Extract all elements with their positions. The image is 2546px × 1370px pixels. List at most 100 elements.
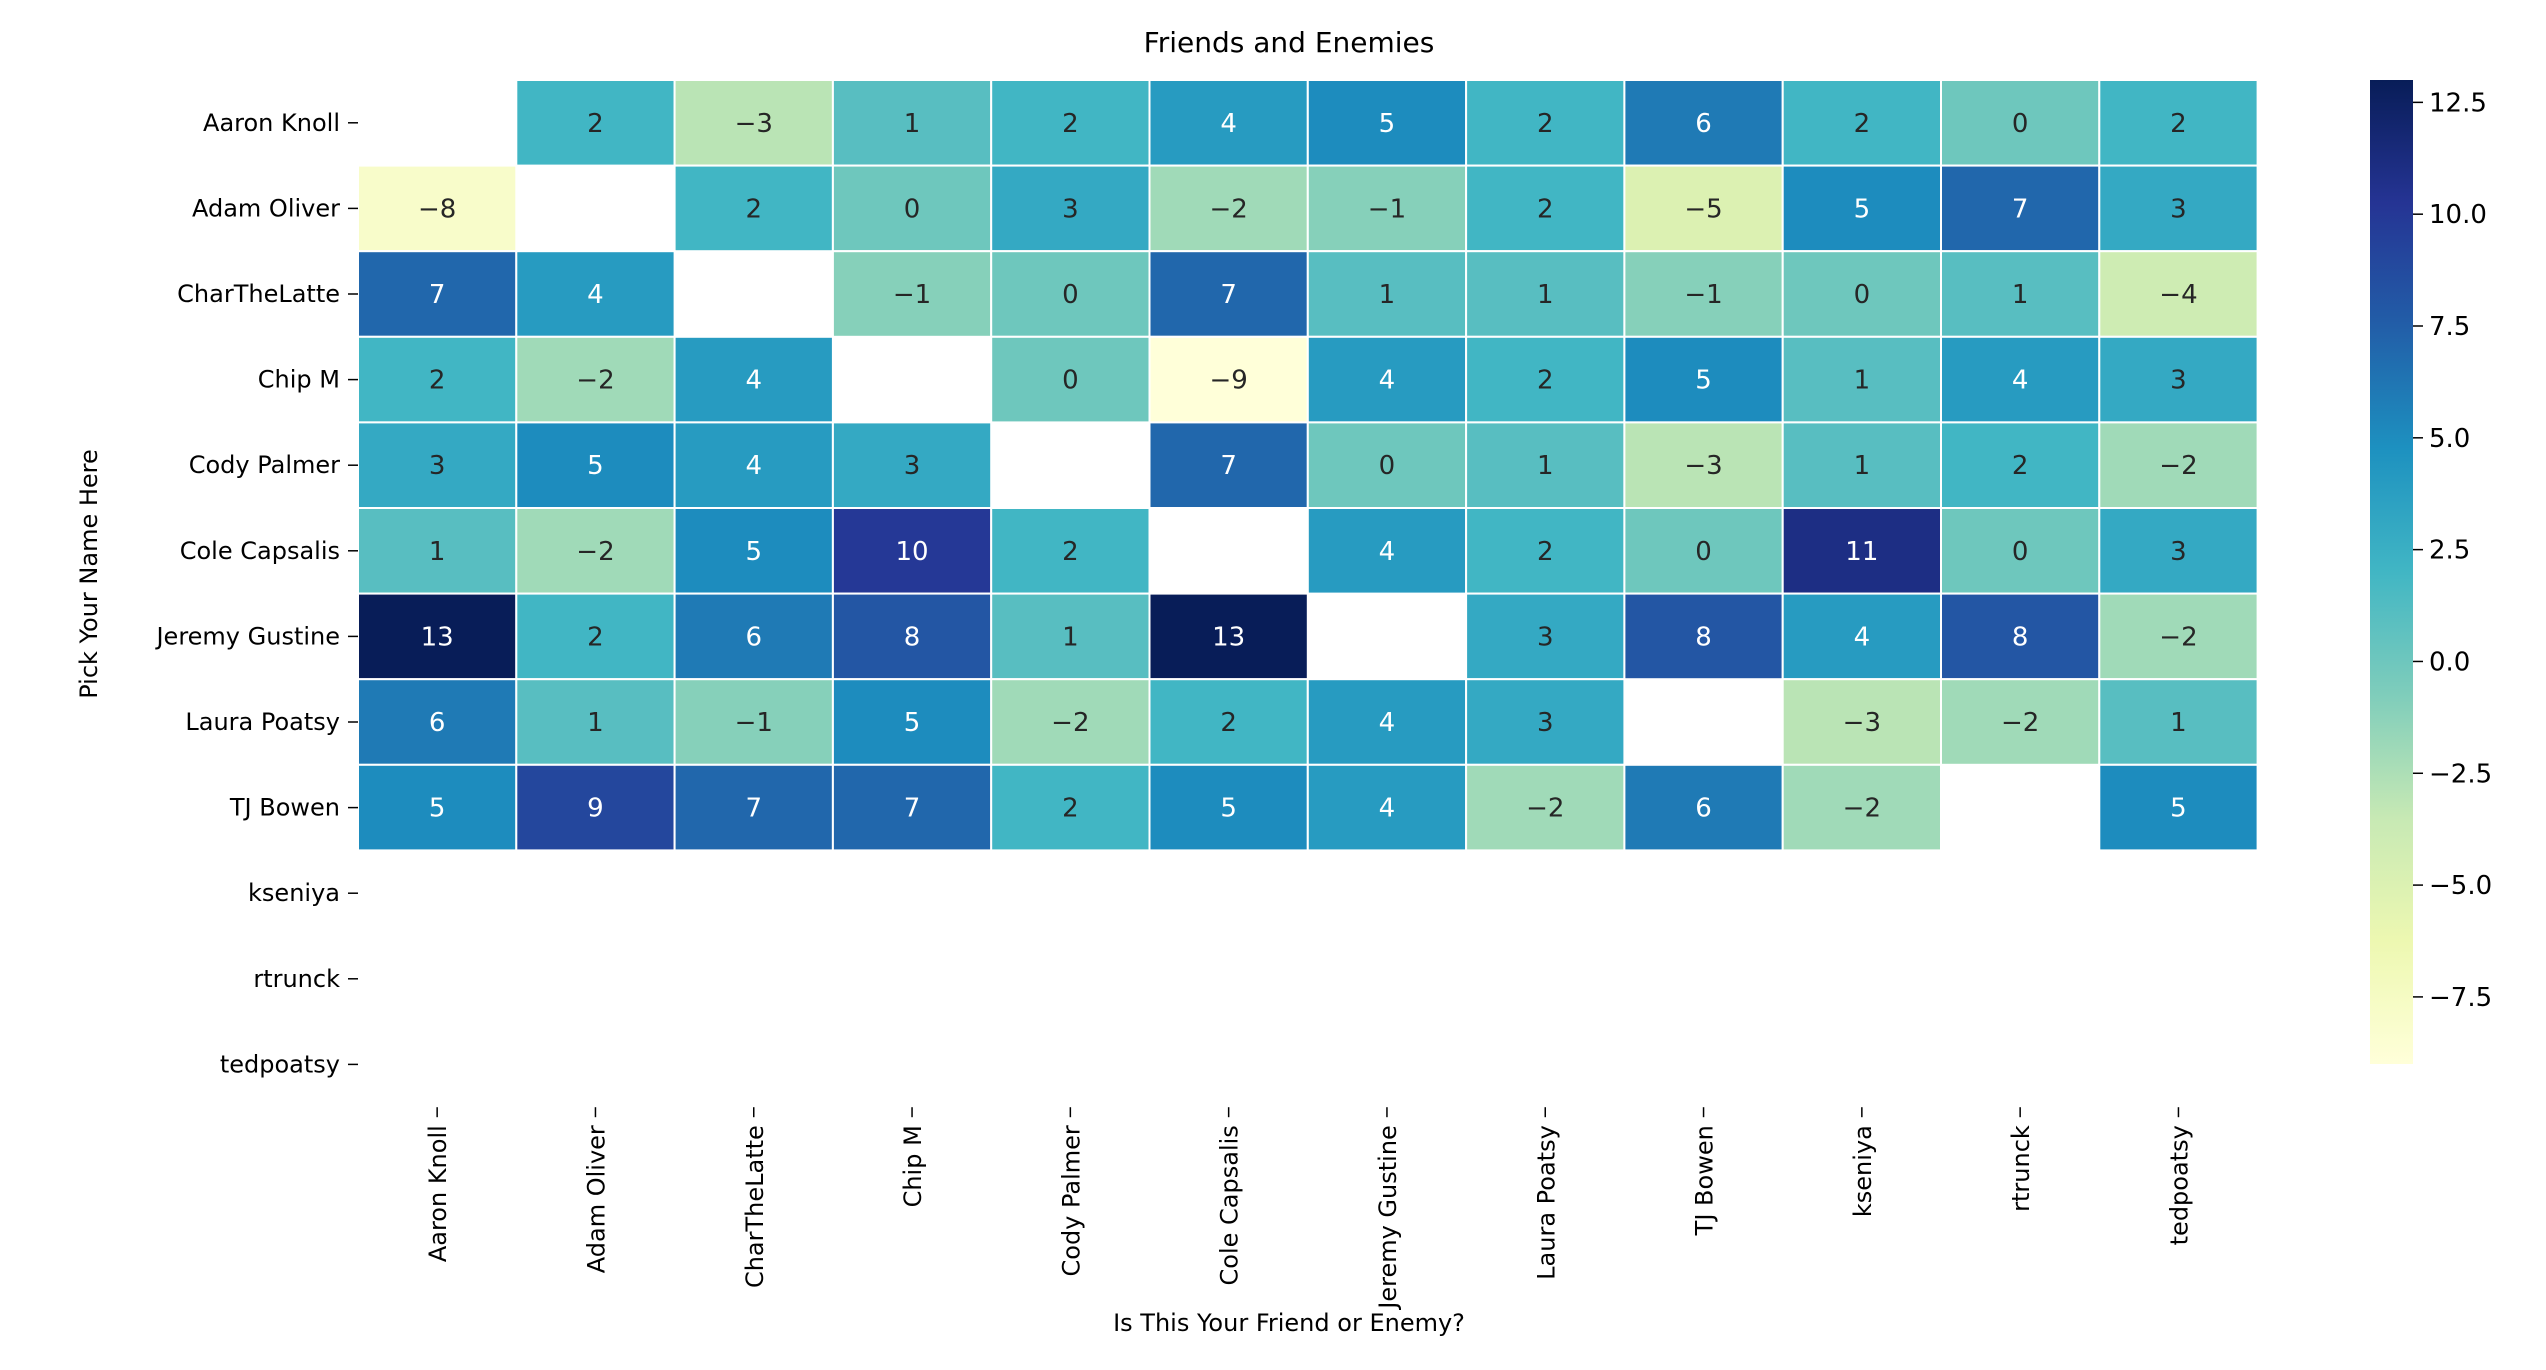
colorbar-tick-label: 5.0 <box>2429 424 2470 454</box>
heatmap-cell <box>1306 164 1468 253</box>
cell-value-label: 5 <box>2170 794 2187 824</box>
heatmap-cell <box>1623 164 1784 253</box>
cell-value-label: −2 <box>1843 794 1881 824</box>
cell-value-label: 5 <box>587 451 604 481</box>
cell-value-label: 5 <box>1695 366 1712 396</box>
heatmap-cell <box>1306 678 1468 766</box>
heatmap-cell <box>1781 507 1942 595</box>
heatmap-cell <box>673 763 834 852</box>
heatmap-cell <box>1623 79 1784 167</box>
heatmap-cell <box>1940 164 2101 253</box>
heatmap-cell <box>831 507 993 595</box>
y-tick-label: kseniya <box>248 879 340 907</box>
cell-value-label: 4 <box>745 451 762 481</box>
heatmap-cell <box>1148 763 1309 852</box>
x-tick-label: Adam Oliver <box>582 1125 610 1273</box>
cell-value-label: 4 <box>1379 708 1396 738</box>
x-tick-label: CharTheLatte <box>741 1125 769 1288</box>
cell-value-label: −3 <box>1684 451 1722 481</box>
cell-value-label: 2 <box>587 109 604 139</box>
heatmap-cell <box>831 421 993 509</box>
cell-value-label: 1 <box>904 109 921 139</box>
cell-value-label: 4 <box>1379 366 1396 396</box>
cell-value-label: 0 <box>2012 109 2029 139</box>
heatmap-cell <box>2098 678 2259 766</box>
heatmap-cell <box>1940 592 2101 681</box>
heatmap-cell <box>1781 763 1942 852</box>
heatmap-cell <box>831 250 993 338</box>
cell-value-label: −3 <box>1843 708 1881 738</box>
colorbar-gradient <box>2370 80 2413 1064</box>
heatmap-cell <box>2098 507 2259 595</box>
cell-value-label: 4 <box>745 366 762 396</box>
cell-value-label: 2 <box>2012 451 2029 481</box>
cell-value-label: 0 <box>1854 280 1871 310</box>
cell-value-label: 2 <box>1537 537 1554 567</box>
cell-value-label: 3 <box>2170 537 2187 567</box>
colorbar-tick-label: 12.5 <box>2429 88 2487 118</box>
cell-value-label: 4 <box>1379 794 1396 824</box>
cell-value-label: −2 <box>576 537 614 567</box>
cell-value-label: 7 <box>2012 194 2029 224</box>
cell-value-label: 2 <box>1537 109 1554 139</box>
heatmap-cell <box>831 763 993 852</box>
cell-value-label: 8 <box>904 622 921 652</box>
cell-value-label: 8 <box>1695 622 1712 652</box>
y-tick-label: rtrunck <box>253 965 340 993</box>
y-tick-label: tedpoatsy <box>220 1050 340 1078</box>
x-tick-label: Cole Capsalis <box>1216 1125 1244 1285</box>
heatmap-cell <box>1306 250 1468 338</box>
y-tick-label: Adam Oliver <box>192 194 340 222</box>
cell-value-label: 2 <box>1062 109 1079 139</box>
cell-value-label: 0 <box>1695 537 1712 567</box>
heatmap-cell <box>1940 335 2101 424</box>
cell-value-label: 3 <box>2170 194 2187 224</box>
heatmap-cell <box>1148 678 1309 766</box>
cell-value-label: 13 <box>421 622 454 652</box>
heatmap-cell <box>831 592 993 681</box>
cell-value-label: 1 <box>1854 451 1871 481</box>
cell-value-label: 2 <box>745 194 762 224</box>
cell-value-label: 3 <box>2170 366 2187 396</box>
y-tick-label: TJ Bowen <box>229 794 340 822</box>
heatmap-cell <box>673 79 834 167</box>
heatmap-cell <box>1306 335 1468 424</box>
cell-value-label: 1 <box>1537 280 1554 310</box>
cell-value-label: −2 <box>2001 708 2039 738</box>
heatmap-cell <box>2098 79 2259 167</box>
heatmap-cell <box>1148 421 1309 509</box>
heatmap-cell <box>2098 164 2259 253</box>
heatmap-cell <box>1781 250 1942 338</box>
heatmap-cell <box>1306 79 1468 167</box>
cell-value-label: 7 <box>1220 280 1237 310</box>
colorbar: 12.5 10.0 7.5 5.0 2.5 0.0 −2.5 −5.0 −7.5 <box>2370 80 2492 1064</box>
heatmap-cell <box>515 79 676 167</box>
colorbar-tick-label: −2.5 <box>2429 759 2492 789</box>
heatmap-cell <box>1148 250 1309 338</box>
cell-value-label: 0 <box>2012 537 2029 567</box>
x-tick-label: Aaron Knoll <box>424 1125 452 1262</box>
colorbar-tick-label: 7.5 <box>2429 312 2470 342</box>
heatmap-cell <box>357 421 518 509</box>
heatmap-cell <box>673 335 834 424</box>
cell-value-label: 2 <box>1220 708 1237 738</box>
x-tick-label: tedpoatsy <box>2165 1125 2193 1245</box>
cell-value-label: 3 <box>429 451 446 481</box>
colorbar-tick-label: −7.5 <box>2429 983 2492 1013</box>
cell-value-label: −4 <box>2159 280 2197 310</box>
heatmap-cell <box>673 421 834 509</box>
heatmap-cell <box>673 592 834 681</box>
heatmap-cell <box>990 678 1151 766</box>
cell-value-label: 2 <box>587 622 604 652</box>
heatmap-cell <box>1940 421 2101 509</box>
heatmap-cell <box>357 507 518 595</box>
heatmap-cell <box>1306 507 1468 595</box>
cell-value-label: 1 <box>1379 280 1396 310</box>
cell-value-label: 3 <box>904 451 921 481</box>
heatmap-cell <box>1306 421 1468 509</box>
heatmap-cell <box>515 678 676 766</box>
heatmap-cell <box>2098 592 2259 681</box>
x-tick-label: TJ Bowen <box>1691 1125 1719 1236</box>
cell-value-label: 1 <box>2012 280 2029 310</box>
